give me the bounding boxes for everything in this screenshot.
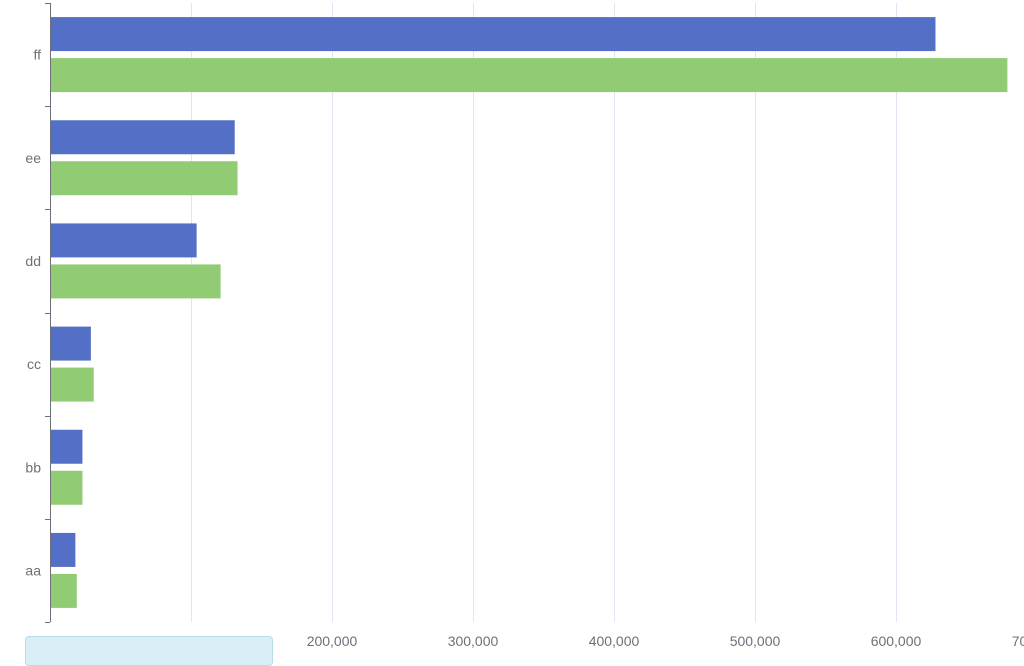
x-tick-label: 300,000	[448, 633, 499, 649]
x-tick-label: 400,000	[589, 633, 640, 649]
x-tick-label: 600,000	[871, 633, 922, 649]
bar-ee-series-1	[50, 120, 235, 155]
bar-ff-series-1	[50, 17, 936, 52]
bar-dd-series-1	[50, 223, 197, 258]
bar-dd-series-2	[50, 264, 221, 299]
bar-cc-series-2	[50, 367, 94, 402]
y-tick-label: ee	[25, 150, 41, 166]
x-tick-label: 200,000	[307, 633, 358, 649]
tooltip-box	[25, 636, 273, 666]
bar-cc-series-1	[50, 326, 91, 361]
bar-aa-series-1	[50, 532, 76, 567]
y-tick-label: ff	[33, 47, 41, 63]
bar-ff-series-2	[50, 58, 1008, 93]
y-tick-label: cc	[27, 356, 41, 372]
x-tick-label: 500,000	[730, 633, 781, 649]
bar-chart: aabbccddeeff0100,000200,000300,000400,00…	[25, 3, 1024, 649]
bar-aa-series-2	[50, 573, 77, 608]
x-tick-label: 700,000	[1012, 633, 1024, 649]
bar-ee-series-2	[50, 161, 238, 196]
y-tick-label: bb	[25, 459, 41, 475]
bar-bb-series-1	[50, 429, 83, 464]
bar-bb-series-2	[50, 470, 83, 505]
y-tick-label: dd	[25, 253, 41, 269]
y-tick-label: aa	[25, 562, 41, 578]
